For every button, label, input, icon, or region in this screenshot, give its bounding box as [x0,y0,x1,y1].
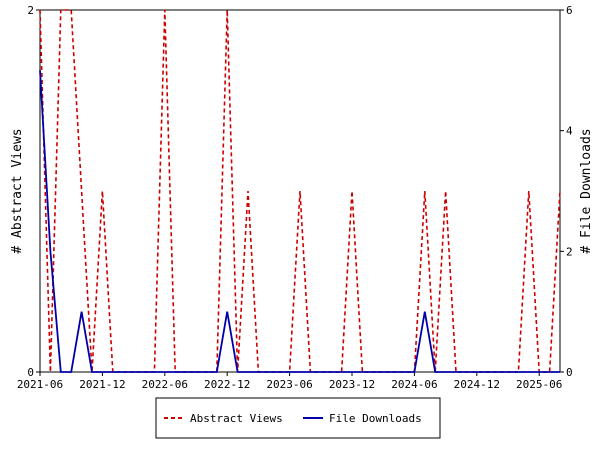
y-right-axis-title: # File Downloads [579,128,594,253]
series-line-file-downloads [39,70,560,373]
y-right-tick-label: 6 [566,4,573,17]
x-tick-label: 2021-12 [79,378,125,391]
series-layer [39,9,561,373]
x-tick-label: 2023-06 [266,378,312,391]
x-tick-label: 2024-06 [391,378,437,391]
series-line-abstract-views [39,9,561,373]
x-tick-label: 2023-12 [329,378,375,391]
y-right-tick-label: 2 [566,245,573,258]
x-tick-label: 2025-06 [516,378,562,391]
legend-label-file-downloads: File Downloads [329,412,422,425]
legend: Abstract Views File Downloads [155,397,441,439]
legend-label-abstract-views: Abstract Views [190,412,283,425]
right-axis: 0 2 4 6 [560,4,573,379]
y-left-tick-label: 0 [27,366,34,379]
y-right-tick-label: 4 [566,125,573,138]
y-left-axis-title: # Abstract Views [10,128,25,253]
x-tick-label: 2022-12 [204,378,250,391]
y-left-tick-label: 2 [27,4,34,17]
x-tick-label: 2022-06 [142,378,188,391]
legend-box [155,397,441,439]
x-tick-label: 2024-12 [454,378,500,391]
y-right-tick-label: 0 [566,366,573,379]
left-axis: 02 [27,4,40,379]
x-tick-label: 2021-06 [17,378,63,391]
x-axis: 2021-06 2021-12 2022-06 2022-12 2023-06 2023-… [17,372,562,391]
